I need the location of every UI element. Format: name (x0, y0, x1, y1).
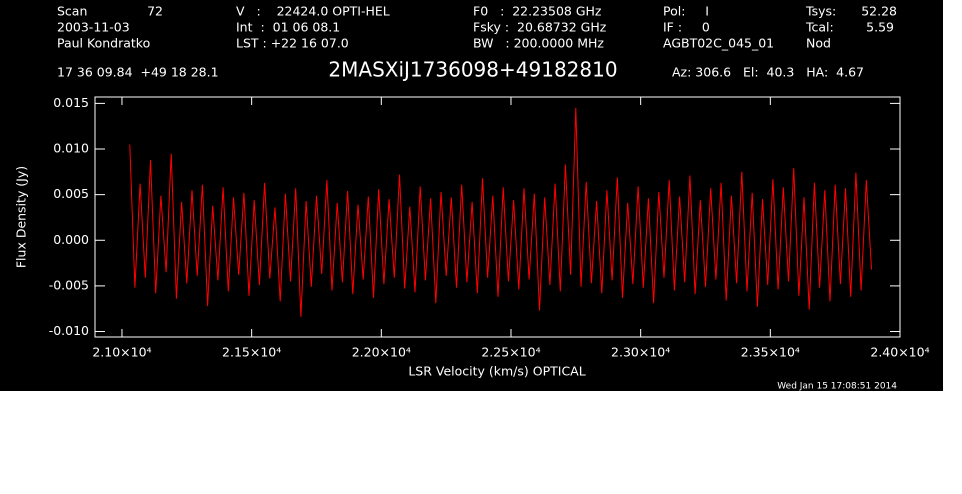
annotation: Pol: I (663, 4, 709, 19)
x-tick-label: 2.25×10⁴ (481, 345, 540, 360)
x-tick-label: 2.30×10⁴ (611, 345, 670, 360)
annotation: BW : 200.0000 MHz (473, 36, 604, 51)
annotation: Tsys: (805, 4, 836, 19)
y-tick-label: 0.000 (53, 232, 89, 247)
annotation: LST : +22 16 07.0 (236, 36, 349, 51)
y-tick-label: 0.015 (53, 95, 89, 110)
annotation: Nod (806, 36, 831, 51)
chart-title: 2MASXiJ1736098+49182810 (328, 58, 617, 82)
spectrum-line (129, 107, 872, 317)
annotation: 72 (147, 4, 163, 19)
x-tick-label: 2.40×10⁴ (870, 345, 929, 360)
annotation: 17 36 09.84 +49 18 28.1 (57, 65, 219, 80)
x-axis-label: LSR Velocity (km/s) OPTICAL (408, 364, 585, 379)
annotation: Scan (57, 4, 87, 19)
x-tick-label: 2.20×10⁴ (352, 345, 411, 360)
y-tick-label: -0.005 (49, 277, 89, 292)
annotation: 5.59 (866, 20, 894, 35)
annotation: AGBT02C_045_01 (663, 36, 774, 51)
x-tick-label: 2.15×10⁴ (222, 345, 281, 360)
y-tick-label: 0.005 (53, 186, 89, 201)
plot-background (0, 0, 943, 391)
plot-frame (94, 96, 901, 338)
annotation: Fsky : 20.68732 GHz (473, 20, 607, 35)
annotation: Int : 01 06 08.1 (236, 20, 340, 35)
annotation: Az: 306.6 El: 40.3 HA: 4.67 (672, 65, 864, 80)
x-tick-label: 2.10×10⁴ (92, 345, 151, 360)
annotation: Wed Jan 15 17:08:51 2014 (777, 382, 897, 392)
y-tick-label: 0.010 (53, 141, 89, 156)
annotation: F0 : 22.23508 GHz (473, 4, 602, 19)
annotation: 2003-11-03 (57, 20, 130, 35)
annotation: IF : 0 (663, 20, 710, 35)
y-axis-label: Flux Density (Jy) (14, 166, 29, 268)
annotation: Paul Kondratko (57, 36, 150, 51)
annotation: V : 22424.0 OPTI-HEL (236, 4, 390, 19)
y-tick-label: -0.010 (49, 323, 89, 338)
x-tick-label: 2.35×10⁴ (741, 345, 800, 360)
annotation: 52.28 (861, 4, 897, 19)
annotation: Tcal: (805, 20, 834, 35)
